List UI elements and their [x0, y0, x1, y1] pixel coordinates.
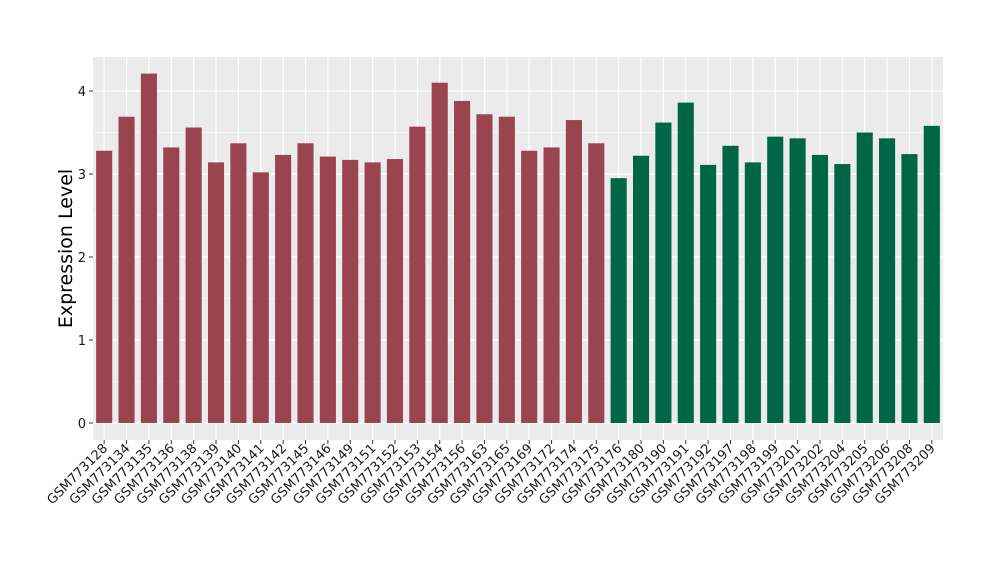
- y-tick-label: 2: [78, 251, 86, 266]
- bar-GSM773206: [879, 138, 896, 423]
- bar-GSM773205: [856, 132, 873, 423]
- y-axis: 0 1 2 3 4: [78, 85, 93, 432]
- bar-GSM773180: [632, 155, 650, 424]
- bar-GSM773128: [96, 150, 113, 423]
- bar-GSM773153: [409, 126, 426, 423]
- bar-GSM773139: [207, 162, 225, 423]
- bar-GSM773191: [677, 102, 694, 424]
- bar-GSM773163: [476, 114, 493, 424]
- bar-GSM773201: [789, 138, 806, 423]
- x-axis: GSM773128GSM773134GSM773135GSM773136GSM7…: [44, 440, 939, 508]
- bar-GSM773199: [767, 136, 784, 423]
- bar-GSM773134: [118, 116, 135, 423]
- bar-GSM773209: [923, 125, 940, 424]
- y-axis-title: Expression Level: [55, 169, 77, 328]
- bar-GSM773145: [297, 143, 314, 424]
- bar-GSM773142: [275, 154, 292, 423]
- bar-GSM773202: [811, 154, 829, 423]
- y-tick-label: 1: [78, 334, 86, 349]
- bar-GSM773138: [185, 127, 202, 424]
- bar-GSM773136: [163, 147, 180, 423]
- bar-GSM773172: [543, 147, 560, 423]
- bar-GSM773141: [252, 172, 269, 423]
- y-tick-label: 4: [78, 85, 86, 100]
- bar-GSM773175: [588, 143, 605, 424]
- bar-GSM773198: [744, 162, 761, 423]
- bar-GSM773208: [901, 154, 918, 423]
- bar-GSM773192: [700, 164, 717, 423]
- bar-GSM773151: [364, 162, 381, 423]
- bar-GSM773174: [565, 120, 582, 424]
- y-tick-label: 3: [78, 168, 86, 183]
- bar-GSM773152: [386, 159, 404, 423]
- bar-GSM773140: [230, 143, 247, 424]
- bar-GSM773156: [454, 100, 471, 424]
- bar-GSM773154: [431, 82, 448, 423]
- bar-GSM773176: [610, 178, 627, 423]
- bar-GSM773169: [521, 150, 538, 423]
- bar-GSM773146: [319, 156, 336, 423]
- y-tick-label: 0: [78, 417, 86, 432]
- bar-GSM773149: [342, 159, 359, 423]
- bar-GSM773190: [655, 122, 672, 423]
- bar-GSM773204: [834, 164, 851, 424]
- bar-GSM773197: [722, 145, 739, 423]
- bar-GSM773165: [498, 116, 515, 423]
- bar-GSM773135: [140, 73, 157, 423]
- bars: [96, 73, 940, 424]
